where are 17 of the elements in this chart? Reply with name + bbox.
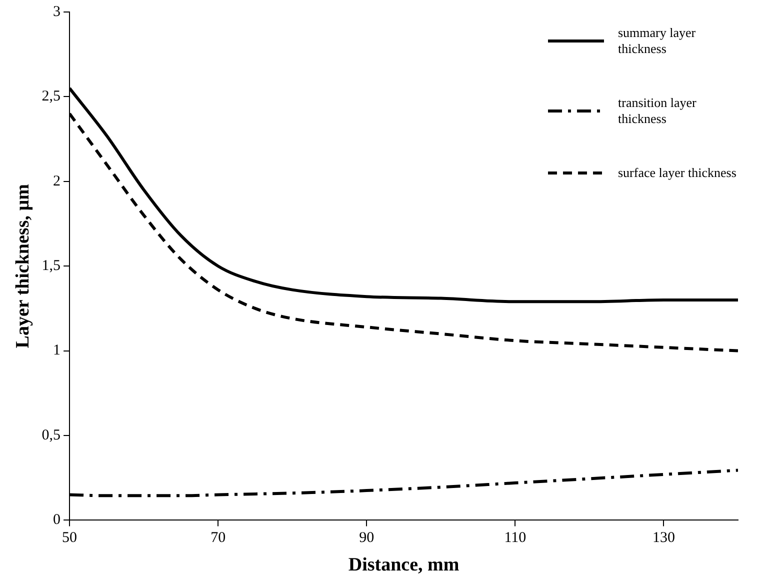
x-tick-label: 50 [62, 530, 78, 546]
legend-label: summary layer thickness [618, 25, 697, 57]
y-tick-label: 2 [53, 173, 61, 190]
y-tick-label: 0 [53, 512, 61, 528]
x-tick-label: 90 [359, 530, 374, 546]
x-tick-label: 70 [210, 530, 226, 546]
x-tick-label: 110 [504, 530, 526, 546]
y-tick-label: 1 [53, 342, 61, 359]
x-axis-title: Distance, mm [348, 554, 460, 576]
y-tick-label: 1,5 [42, 258, 61, 274]
y-tick-label: 0,5 [42, 427, 61, 444]
legend-label: surface layer thickness [618, 165, 738, 181]
y-axis-title: Layer thickness, µm [12, 184, 34, 348]
y-tick-label: 3 [53, 4, 61, 20]
x-tick-label: 130 [652, 530, 675, 546]
legend-label: transition layer thickness [618, 95, 698, 127]
y-tick-label: 2,5 [42, 88, 61, 105]
